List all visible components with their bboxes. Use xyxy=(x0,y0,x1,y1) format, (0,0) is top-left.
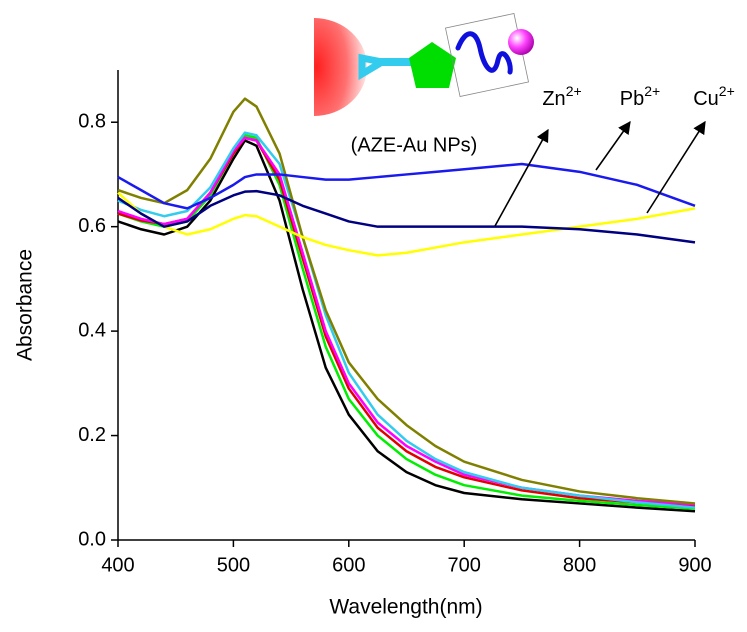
pentagon xyxy=(409,42,456,88)
spectrum-line xyxy=(117,134,696,510)
y-axis-title: Absorbance xyxy=(14,249,37,361)
spectrum-line xyxy=(117,191,696,257)
spectrum-line xyxy=(117,139,696,513)
inset-illustration xyxy=(314,13,534,116)
x-tick-label: 400 xyxy=(101,554,134,576)
x-tick-label: 700 xyxy=(448,554,481,576)
linker xyxy=(358,53,392,81)
chain xyxy=(455,31,513,75)
annotation-arrow xyxy=(646,120,706,214)
annotation-superscript: 2+ xyxy=(719,83,735,99)
y-tick-label: 0.0 xyxy=(78,528,106,550)
x-axis-title: Wavelength(nm) xyxy=(329,596,482,619)
gold-particle xyxy=(314,18,368,116)
annotation-text: Cu xyxy=(693,88,719,110)
frame xyxy=(445,13,529,97)
annotation-superscript: 2+ xyxy=(566,83,582,99)
x-tick-label: 600 xyxy=(332,554,365,576)
y-tick-label: 0.2 xyxy=(78,424,106,446)
annotation-superscript: 2+ xyxy=(644,83,660,99)
annotation-arrow xyxy=(494,128,549,227)
y-tick-label: 0.4 xyxy=(78,319,106,341)
x-tick-label: 800 xyxy=(563,554,596,576)
annotation-text: Pb xyxy=(620,88,644,110)
x-tick-label: 900 xyxy=(678,554,711,576)
annotation-text: Zn xyxy=(542,88,565,110)
y-tick-label: 0.8 xyxy=(78,111,106,133)
annotation: Zn2+ xyxy=(542,83,581,111)
y-tick-label: 0.6 xyxy=(78,215,106,237)
spectrum-line xyxy=(117,189,696,244)
inset-label: (AZE-Au NPs) xyxy=(351,134,478,156)
annotation: Pb2+ xyxy=(620,83,660,111)
spectrum-line xyxy=(117,97,696,505)
head-ball xyxy=(508,29,534,55)
spectrum-line xyxy=(117,162,696,210)
annotation: Cu2+ xyxy=(693,83,735,111)
annotation-arrow xyxy=(595,120,631,171)
linker-bar xyxy=(380,58,414,66)
x-tick-label: 500 xyxy=(217,554,250,576)
